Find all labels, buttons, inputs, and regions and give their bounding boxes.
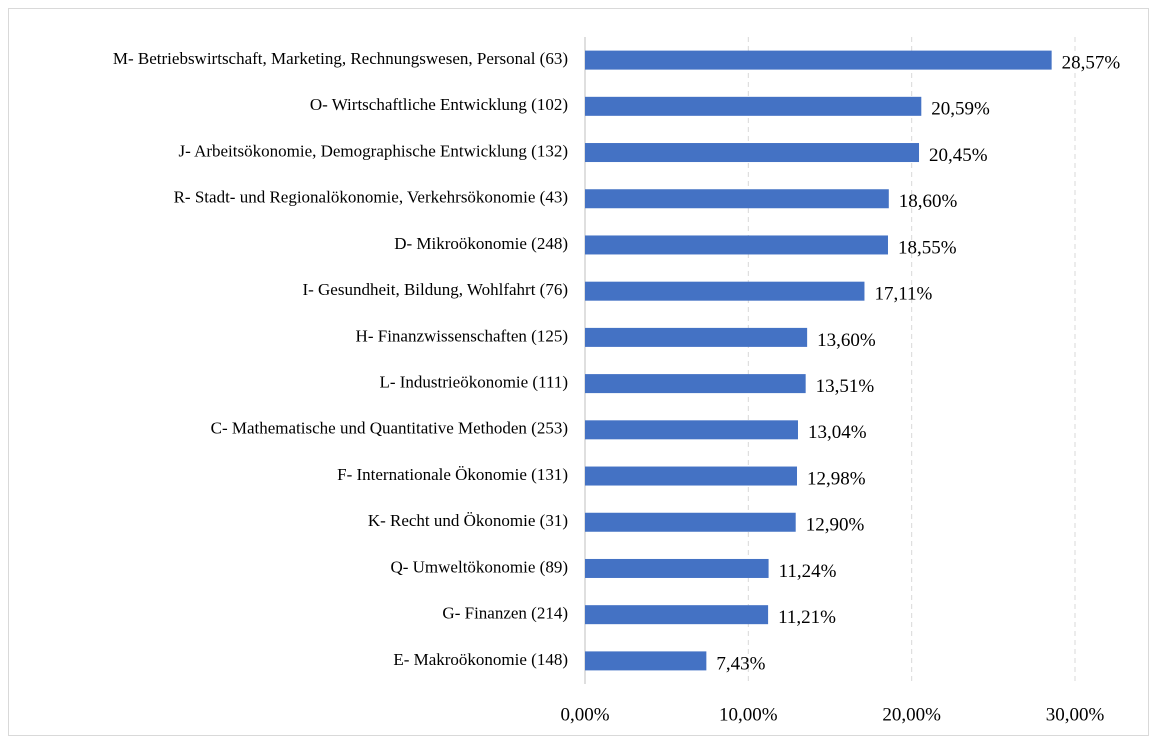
y-tick-label: D- Mikroökonomie (248): [394, 234, 568, 253]
y-tick-label: O- Wirtschaftliche Entwicklung (102): [310, 95, 568, 114]
bar: [585, 558, 769, 578]
bar: [585, 605, 769, 625]
bar: [585, 189, 889, 209]
y-tick-label: I- Gesundheit, Bildung, Wohlfahrt (76): [302, 280, 568, 299]
x-tick-label: 20,00%: [882, 704, 941, 725]
y-tick-label: L- Industrieökonomie (111): [379, 373, 568, 392]
y-tick-label: G- Finanzen (214): [442, 604, 568, 623]
value-label: 11,24%: [779, 561, 837, 582]
bar: [585, 96, 922, 116]
x-tick-label: 30,00%: [1046, 704, 1105, 725]
bar: [585, 327, 808, 347]
y-tick-label: E- Makroökonomie (148): [393, 650, 568, 669]
y-tick-label: Q- Umweltökonomie (89): [390, 557, 568, 576]
value-label: 13,51%: [816, 376, 875, 397]
value-label: 13,60%: [817, 330, 876, 351]
value-label: 20,59%: [931, 99, 990, 120]
chart-frame: [8, 8, 1149, 736]
bar: [585, 420, 798, 440]
y-tick-label: C- Mathematische und Quantitative Method…: [211, 419, 568, 438]
y-tick-label: F- Internationale Ökonomie (131): [337, 465, 568, 484]
value-label: 11,21%: [778, 607, 836, 628]
y-tick-label: K- Recht und Ökonomie (31): [368, 511, 568, 530]
x-tick-label: 10,00%: [719, 704, 778, 725]
value-label: 13,04%: [808, 422, 867, 443]
value-label: 17,11%: [874, 284, 932, 305]
bar: [585, 651, 707, 671]
value-label: 20,45%: [929, 145, 988, 166]
bar: [585, 50, 1052, 70]
value-label: 12,90%: [806, 515, 865, 536]
bar: [585, 235, 888, 255]
y-tick-label: R- Stadt- und Regionalökonomie, Verkehrs…: [174, 188, 568, 207]
value-label: 18,60%: [899, 191, 958, 212]
y-tick-label: M- Betriebswirtschaft, Marketing, Rechnu…: [113, 49, 568, 68]
bar: [585, 374, 806, 394]
bar: [585, 512, 796, 532]
value-label: 7,43%: [716, 653, 765, 674]
value-label: 12,98%: [807, 468, 866, 489]
y-tick-label: H- Finanzwissenschaften (125): [356, 326, 568, 345]
value-label: 18,55%: [898, 237, 957, 258]
bar: [585, 143, 920, 163]
bar: [585, 281, 865, 301]
x-tick-label: 0,00%: [560, 704, 609, 725]
bar: [585, 466, 798, 486]
y-tick-label: J- Arbeitsökonomie, Demographische Entwi…: [178, 141, 568, 160]
value-label: 28,57%: [1062, 52, 1121, 73]
